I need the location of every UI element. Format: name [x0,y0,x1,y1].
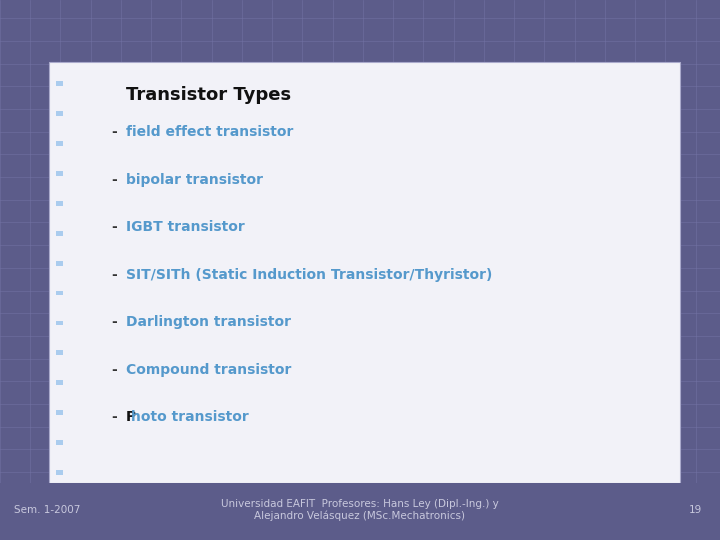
Text: Universidad EAFIT  Profesores: Hans Ley (Dipl.-Ing.) y
Alejandro Velásquez (MSc.: Universidad EAFIT Profesores: Hans Ley (… [221,499,499,522]
Text: -: - [112,220,117,234]
Text: -: - [112,173,117,187]
FancyBboxPatch shape [56,111,63,116]
FancyBboxPatch shape [56,261,63,266]
FancyBboxPatch shape [56,350,63,355]
Text: IGBT transistor: IGBT transistor [126,220,245,234]
Text: Compound transistor: Compound transistor [126,363,292,377]
Text: hoto transistor: hoto transistor [131,410,248,424]
Text: -: - [112,125,117,139]
Text: 19: 19 [689,505,702,515]
FancyBboxPatch shape [0,483,720,540]
FancyBboxPatch shape [56,201,63,206]
FancyBboxPatch shape [56,81,63,86]
Text: Transistor Types: Transistor Types [126,85,291,104]
Text: -: - [112,268,117,282]
FancyBboxPatch shape [49,62,680,483]
Text: -: - [112,410,117,424]
FancyBboxPatch shape [56,171,63,176]
FancyBboxPatch shape [56,470,63,475]
FancyBboxPatch shape [56,291,63,295]
FancyBboxPatch shape [56,380,63,385]
Text: Darlington transistor: Darlington transistor [126,315,291,329]
Text: bipolar transistor: bipolar transistor [126,173,263,187]
Text: Sem. 1-2007: Sem. 1-2007 [14,505,81,515]
FancyBboxPatch shape [56,410,63,415]
FancyBboxPatch shape [56,440,63,445]
FancyBboxPatch shape [56,321,63,326]
Text: SIT/SITh (Static Induction Transistor/Thyristor): SIT/SITh (Static Induction Transistor/Th… [126,268,492,282]
Text: field effect transistor: field effect transistor [126,125,293,139]
FancyBboxPatch shape [56,141,63,146]
Text: -: - [112,363,117,377]
Text: -: - [112,315,117,329]
Text: P: P [126,410,136,424]
FancyBboxPatch shape [56,231,63,235]
